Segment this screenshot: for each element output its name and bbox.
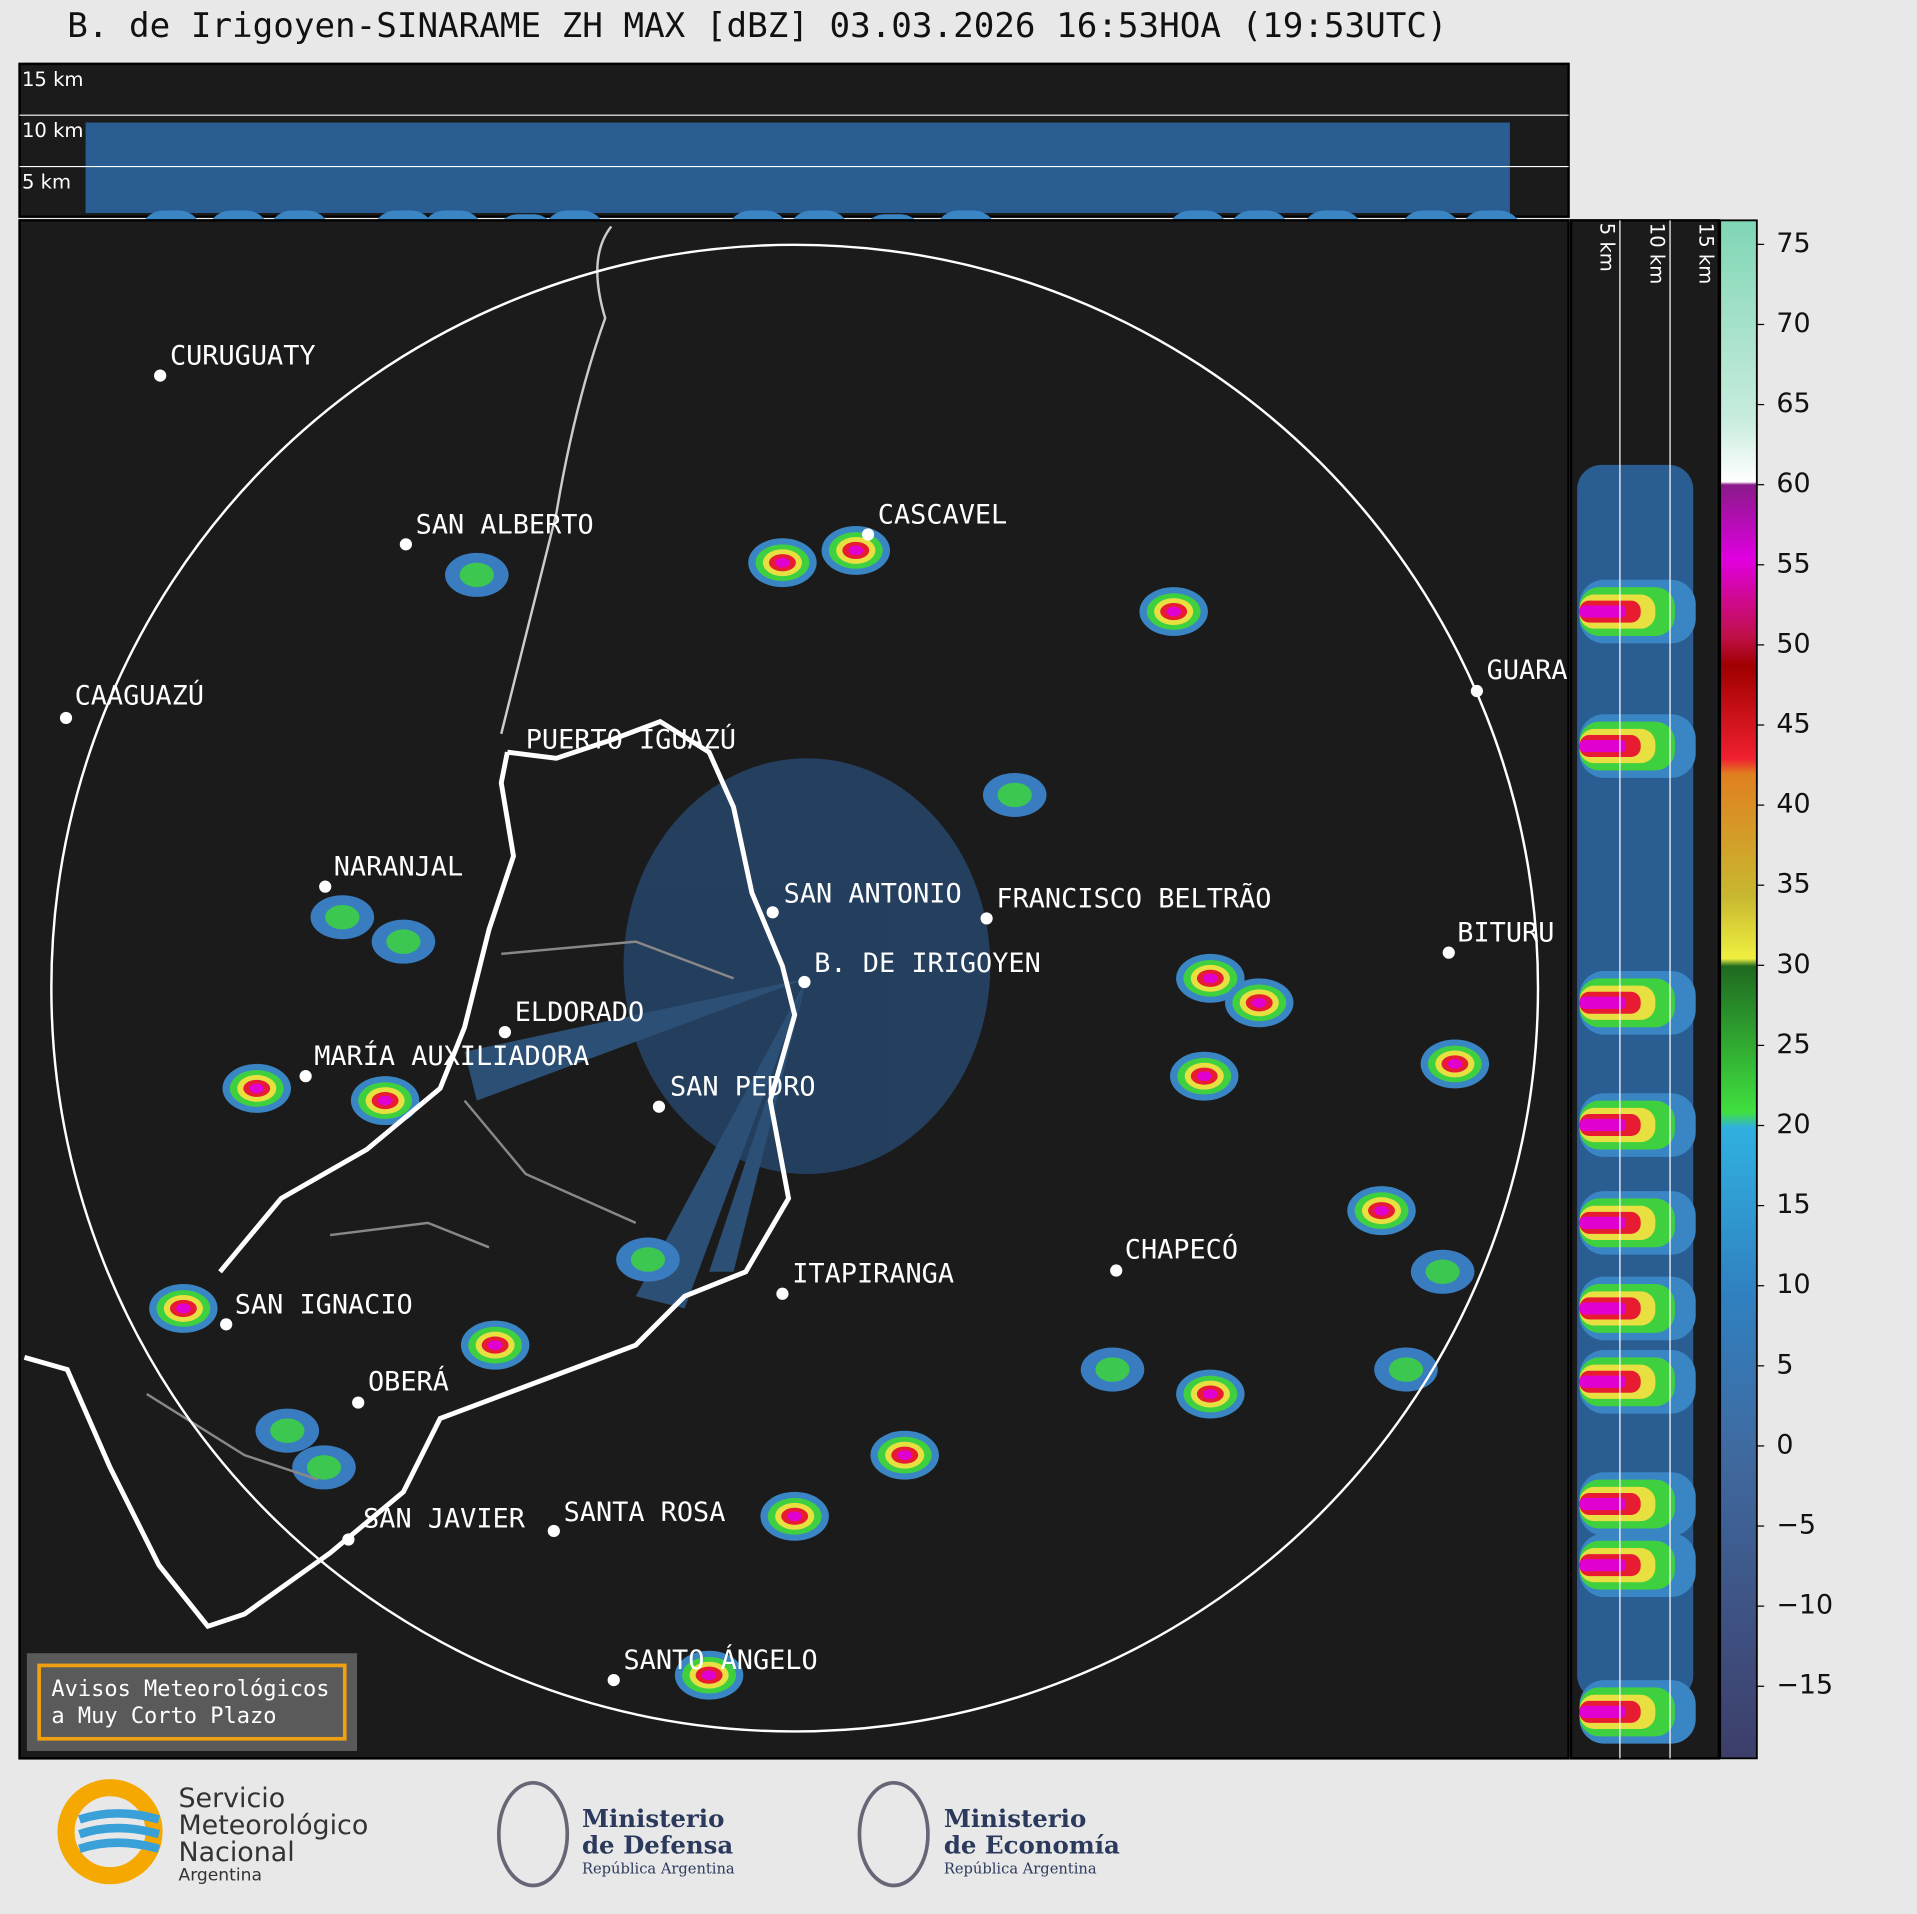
city-label: PUERTO IGUAZÚ xyxy=(526,723,736,755)
logo-text: Nacional xyxy=(178,1837,294,1868)
top-echoes xyxy=(85,122,1524,276)
colorbar-tick-label: 25 xyxy=(1776,1029,1810,1060)
logo-text: Meteorológico xyxy=(178,1810,368,1841)
colorbar-tick-label: 45 xyxy=(1776,708,1810,739)
city-label: SANTO ÁNGELO xyxy=(624,1644,818,1676)
city-label: SAN IGNACIO xyxy=(235,1289,413,1320)
city-label: SAN JAVIER xyxy=(363,1503,526,1534)
logo-text: Ministerio xyxy=(582,1804,724,1833)
city-label: GUARA xyxy=(1487,655,1568,686)
city-label: CHAPECÓ xyxy=(1125,1233,1238,1265)
side-echoes xyxy=(1577,464,1696,1744)
colorbar-tick-label: 70 xyxy=(1776,308,1810,339)
city-label: SAN ALBERTO xyxy=(416,509,594,540)
logo-text: República Argentina xyxy=(582,1860,735,1877)
colorbar-tick-label: 15 xyxy=(1776,1189,1810,1220)
logo-text: de Defensa xyxy=(582,1831,733,1860)
city-label: CAAGUAZÚ xyxy=(75,679,204,711)
city-label: BITURU xyxy=(1457,918,1554,949)
city-label: SAN ANTONIO xyxy=(784,879,962,910)
city-label: CASCAVEL xyxy=(878,500,1007,531)
city-label: FRANCISCO BELTRÃO xyxy=(996,882,1271,914)
height-label: 5 km xyxy=(22,171,71,194)
city-label: CURUGUATY xyxy=(170,341,316,372)
height-label: 15 km xyxy=(1694,223,1717,284)
colorbar-tick-label: 0 xyxy=(1776,1429,1793,1460)
title: B. de Irigoyen-SINARAME ZH MAX [dBZ] 03.… xyxy=(67,6,1447,46)
logo-text: Argentina xyxy=(178,1866,261,1886)
logo-text: Ministerio xyxy=(944,1804,1086,1833)
city-label: OBERÁ xyxy=(368,1365,449,1397)
colorbar-tick-label: 55 xyxy=(1776,548,1810,579)
colorbar-tick-label: −15 xyxy=(1776,1670,1833,1701)
colorbar-tick-label: 65 xyxy=(1776,388,1810,419)
city-label: MARÍA AUXILIADORA xyxy=(314,1040,589,1072)
colorbar-tick-label: −10 xyxy=(1776,1590,1833,1621)
warning-box[interactable]: Avisos Meteorológicos a Muy Corto Plazo xyxy=(26,1653,357,1752)
cities: CURUGUATY SAN ALBERTO CASCAVEL CAAGUAZÚ … xyxy=(59,341,1568,1687)
footer: Servicio Meteorológico Nacional Argentin… xyxy=(57,1779,1120,1888)
city-label: SANTA ROSA xyxy=(564,1497,726,1528)
clutter xyxy=(464,758,991,1309)
range-ring xyxy=(50,243,1540,1733)
height-label: 10 km xyxy=(1645,223,1668,284)
colorbar xyxy=(1719,219,1758,1760)
colorbar-tick-label: 60 xyxy=(1776,468,1810,499)
colorbar-tick-label: 40 xyxy=(1776,789,1810,820)
logo-text: República Argentina xyxy=(944,1860,1097,1877)
height-label: 15 km xyxy=(22,68,83,91)
height-label: 5 km xyxy=(1595,223,1618,272)
city-label: ELDORADO xyxy=(515,997,644,1028)
borders xyxy=(23,225,798,1630)
colorbar-tick-label: 50 xyxy=(1776,628,1810,659)
city-label: SAN PEDRO xyxy=(670,1072,816,1103)
colorbar-tick-label: 10 xyxy=(1776,1269,1810,1300)
warning-text: a Muy Corto Plazo xyxy=(51,1704,276,1729)
height-label: 10 km xyxy=(22,119,83,142)
logo-text: Servicio xyxy=(178,1783,285,1814)
colorbar-tick-label: 75 xyxy=(1776,228,1810,259)
logo-text: de Economía xyxy=(944,1831,1120,1860)
city-label: B. DE IRIGOYEN xyxy=(814,948,1041,979)
colorbar-tick-label: 5 xyxy=(1776,1349,1793,1380)
colorbar-tick-label: 35 xyxy=(1776,869,1810,900)
city-label: ITAPIRANGA xyxy=(792,1259,954,1290)
colorbar-tick-label: 30 xyxy=(1776,949,1810,980)
city-label: NARANJAL xyxy=(334,852,463,883)
colorbar-tick-label: 20 xyxy=(1776,1109,1810,1140)
warning-text: Avisos Meteorológicos xyxy=(51,1677,329,1702)
colorbar-tick-label: −5 xyxy=(1776,1510,1816,1541)
